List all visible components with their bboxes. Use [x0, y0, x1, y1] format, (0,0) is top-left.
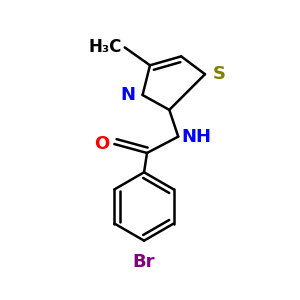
Text: Br: Br: [133, 253, 155, 271]
Text: N: N: [120, 86, 135, 104]
Text: S: S: [212, 65, 225, 83]
Text: H₃C: H₃C: [88, 38, 122, 56]
Text: NH: NH: [181, 128, 211, 146]
Text: O: O: [94, 135, 110, 153]
